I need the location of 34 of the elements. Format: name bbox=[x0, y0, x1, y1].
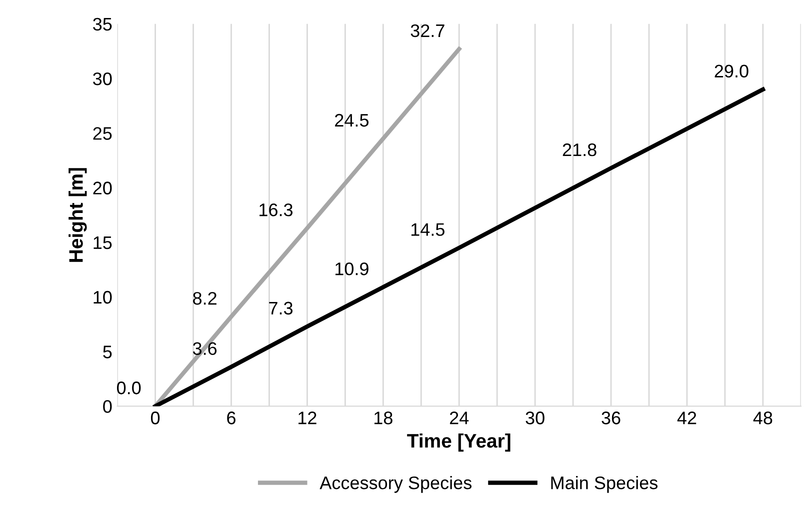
x-tick-label: 42 bbox=[677, 412, 696, 424]
x-tick-label: 36 bbox=[602, 412, 620, 424]
x-axis-title: Time [Year] bbox=[407, 433, 510, 452]
line-series bbox=[153, 46, 462, 406]
x-tick-label: 0 bbox=[150, 412, 160, 424]
y-tick-label: 25 bbox=[93, 127, 112, 140]
line-series bbox=[153, 87, 766, 406]
data-label: 24.5 bbox=[335, 114, 369, 127]
data-label: 16.3 bbox=[260, 203, 293, 216]
y-tick-label: 10 bbox=[94, 290, 112, 304]
data-label: 7.3 bbox=[269, 302, 293, 315]
y-tick-label: 35 bbox=[93, 18, 112, 31]
x-tick-label: 6 bbox=[227, 412, 236, 424]
x-tick-label: 30 bbox=[526, 412, 544, 424]
y-tick-label: 0 bbox=[103, 400, 112, 413]
y-tick-label: 20 bbox=[93, 182, 112, 194]
data-label: 10.9 bbox=[336, 262, 368, 276]
y-tick-label: 15 bbox=[94, 236, 112, 250]
x-tick-label: 18 bbox=[374, 412, 392, 424]
x-tick-label: 24 bbox=[450, 412, 469, 424]
data-label: 0.0 bbox=[117, 382, 141, 394]
y-tick-label: 30 bbox=[93, 72, 112, 86]
y-axis-title: Height [m] bbox=[68, 168, 87, 262]
x-tick-label: 48 bbox=[753, 412, 772, 424]
data-label: 32.7 bbox=[410, 24, 444, 38]
data-label: 14.5 bbox=[411, 223, 444, 236]
data-label: 3.6 bbox=[192, 342, 217, 355]
data-label: 21.8 bbox=[562, 143, 596, 156]
x-tick-label: 12 bbox=[298, 412, 316, 424]
legend-label: Main Species bbox=[551, 476, 658, 493]
data-label: 8.2 bbox=[193, 292, 216, 305]
legend-label: Accessory Species bbox=[320, 476, 472, 493]
data-label: 29.0 bbox=[714, 64, 748, 78]
y-tick-label: 5 bbox=[103, 346, 112, 358]
